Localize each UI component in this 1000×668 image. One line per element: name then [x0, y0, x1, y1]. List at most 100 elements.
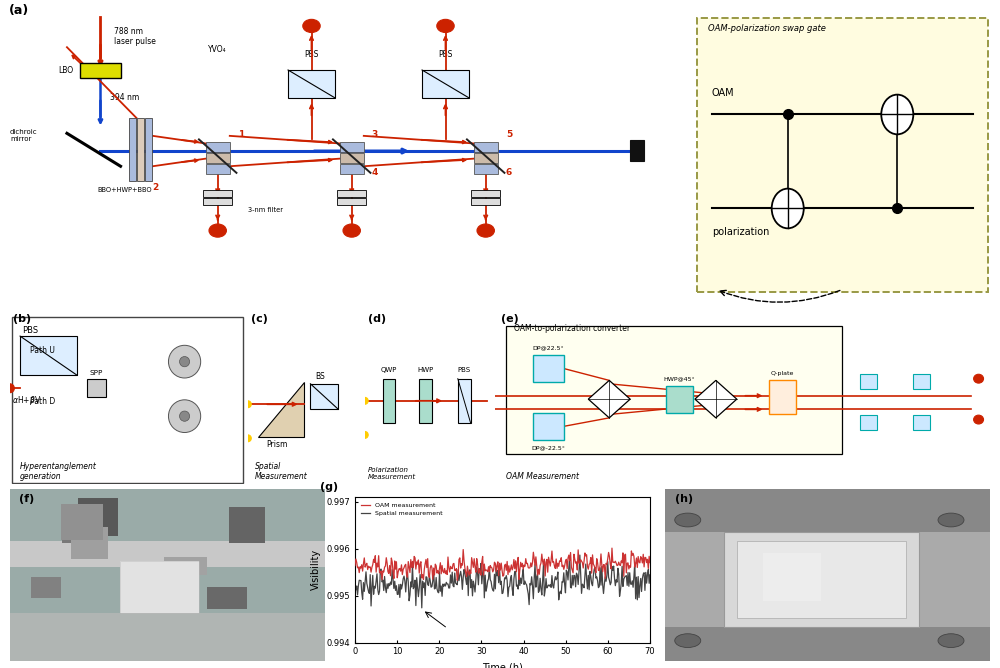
OAM measurement — [349, 562, 361, 570]
Bar — [87, 379, 106, 397]
Bar — [419, 379, 432, 423]
Text: dichroic
mirror: dichroic mirror — [10, 129, 38, 142]
Spatial measurement — [633, 594, 645, 602]
Bar — [471, 198, 500, 205]
Text: BBO+HWP+BBO: BBO+HWP+BBO — [97, 186, 152, 192]
Bar — [310, 384, 338, 409]
Bar — [383, 379, 395, 423]
Text: LBO: LBO — [59, 65, 74, 75]
Bar — [206, 153, 230, 163]
Bar — [10, 613, 325, 661]
Circle shape — [974, 415, 984, 424]
Bar — [337, 190, 366, 196]
Text: Q-plate: Q-plate — [771, 371, 794, 376]
Circle shape — [477, 224, 494, 237]
Circle shape — [938, 634, 964, 647]
Circle shape — [881, 95, 913, 134]
Bar — [120, 561, 199, 613]
Spatial measurement — [416, 604, 428, 612]
Bar — [913, 415, 930, 430]
FancyBboxPatch shape — [697, 18, 988, 292]
Text: (a): (a) — [9, 4, 30, 17]
Circle shape — [437, 19, 454, 33]
Bar — [666, 385, 693, 413]
Text: OAM-to-polarization converter: OAM-to-polarization converter — [514, 324, 630, 333]
Bar — [913, 374, 930, 389]
Bar — [71, 527, 108, 559]
Text: BS: BS — [315, 371, 325, 381]
OAM measurement — [486, 564, 498, 572]
Bar — [164, 556, 207, 574]
Line: Spatial measurement: Spatial measurement — [355, 555, 650, 608]
Bar — [337, 198, 366, 205]
Bar — [203, 190, 232, 196]
Bar — [288, 70, 335, 98]
Bar — [860, 415, 877, 430]
Circle shape — [168, 345, 201, 378]
Text: QWP: QWP — [381, 367, 397, 373]
Text: 3: 3 — [372, 130, 378, 140]
Bar — [10, 540, 325, 566]
Bar — [533, 355, 564, 382]
Text: 788 nm
laser pulse: 788 nm laser pulse — [114, 27, 156, 46]
OAM measurement — [428, 564, 440, 572]
Bar — [203, 198, 232, 205]
Circle shape — [6, 384, 14, 393]
Bar — [340, 164, 364, 174]
Text: 3-nm filter: 3-nm filter — [248, 207, 283, 213]
Bar — [137, 118, 144, 182]
Circle shape — [772, 188, 804, 228]
Text: HWP: HWP — [418, 367, 434, 373]
Bar — [769, 380, 796, 414]
Text: 6: 6 — [506, 168, 512, 177]
Circle shape — [343, 224, 360, 237]
Circle shape — [245, 401, 251, 407]
Bar — [474, 164, 498, 174]
Text: (h): (h) — [675, 494, 693, 504]
Bar — [763, 552, 821, 601]
Text: Path D: Path D — [30, 397, 55, 406]
Text: OAM: OAM — [712, 88, 734, 98]
Circle shape — [675, 513, 701, 527]
Text: (c): (c) — [251, 315, 268, 325]
Bar — [665, 489, 990, 532]
Spatial measurement — [507, 591, 519, 599]
Text: Spatial
Measurement: Spatial Measurement — [255, 462, 307, 481]
Bar — [506, 326, 842, 454]
OAM measurement — [507, 563, 519, 571]
Bar — [129, 118, 136, 182]
Bar — [340, 142, 364, 152]
Bar — [229, 508, 265, 543]
Bar — [458, 379, 471, 423]
Text: Hyperentanglement
generation: Hyperentanglement generation — [20, 462, 97, 481]
Circle shape — [974, 374, 984, 383]
Spatial measurement — [349, 588, 361, 596]
Circle shape — [362, 432, 368, 438]
Text: (b): (b) — [13, 315, 31, 325]
Bar — [471, 190, 500, 196]
Bar — [422, 70, 469, 98]
Bar — [860, 374, 877, 389]
Bar — [474, 153, 498, 163]
Bar — [533, 413, 564, 440]
OAM measurement — [633, 558, 645, 566]
Bar — [120, 561, 199, 613]
Circle shape — [245, 435, 251, 442]
Text: $\alpha$H+$\beta$V: $\alpha$H+$\beta$V — [12, 393, 41, 407]
Text: 2: 2 — [152, 183, 158, 192]
Polygon shape — [258, 382, 304, 437]
Bar — [340, 153, 364, 163]
Bar — [62, 507, 87, 543]
Polygon shape — [695, 380, 737, 418]
Bar — [206, 142, 230, 152]
Spatial measurement — [644, 570, 656, 578]
Bar — [736, 540, 906, 619]
Legend: OAM measurement, Spatial measurement: OAM measurement, Spatial measurement — [358, 500, 445, 519]
Bar — [206, 164, 230, 174]
Bar — [724, 532, 918, 627]
Text: 394 nm: 394 nm — [110, 94, 140, 102]
Bar — [630, 140, 644, 161]
Text: (e): (e) — [501, 315, 518, 325]
Text: 1: 1 — [238, 130, 244, 140]
Circle shape — [303, 19, 320, 33]
